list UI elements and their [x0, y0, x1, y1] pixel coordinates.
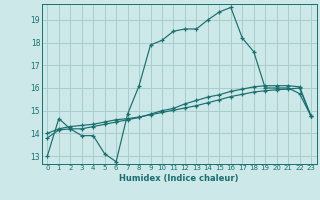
X-axis label: Humidex (Indice chaleur): Humidex (Indice chaleur) — [119, 174, 239, 183]
